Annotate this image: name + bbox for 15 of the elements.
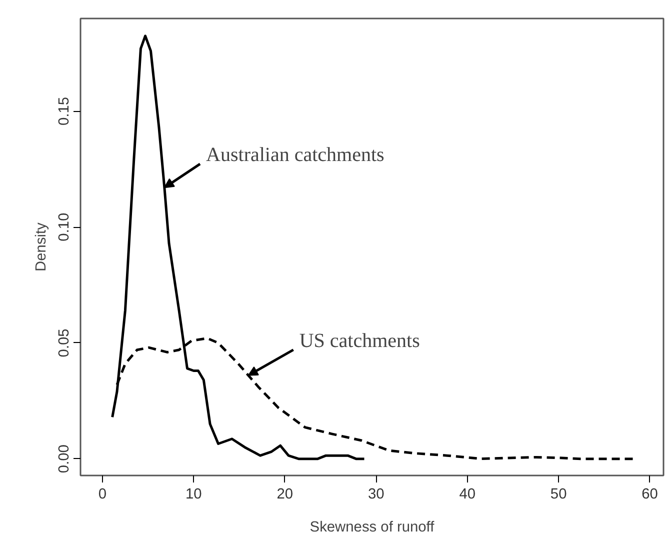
- y-axis-title: Density: [34, 222, 50, 272]
- x-tick-label: 40: [459, 486, 476, 502]
- y-tick-label: 0.15: [56, 96, 72, 126]
- x-tick-label: 30: [368, 486, 384, 502]
- x-tick-label: 20: [276, 486, 294, 502]
- x-axis-title: Skewness of runoff: [310, 520, 436, 536]
- x-tick-label: 50: [550, 486, 567, 502]
- x-tick-label: 0: [98, 486, 106, 502]
- y-tick-label: 0.00: [56, 444, 72, 474]
- annotation: Australian catchments: [206, 144, 385, 166]
- x-tick-label: 60: [642, 486, 658, 502]
- annotation: US catchments: [299, 330, 420, 352]
- y-tick-label: 0.10: [56, 212, 72, 242]
- x-tick-label: 10: [185, 486, 202, 502]
- y-tick-label: 0.05: [56, 328, 72, 358]
